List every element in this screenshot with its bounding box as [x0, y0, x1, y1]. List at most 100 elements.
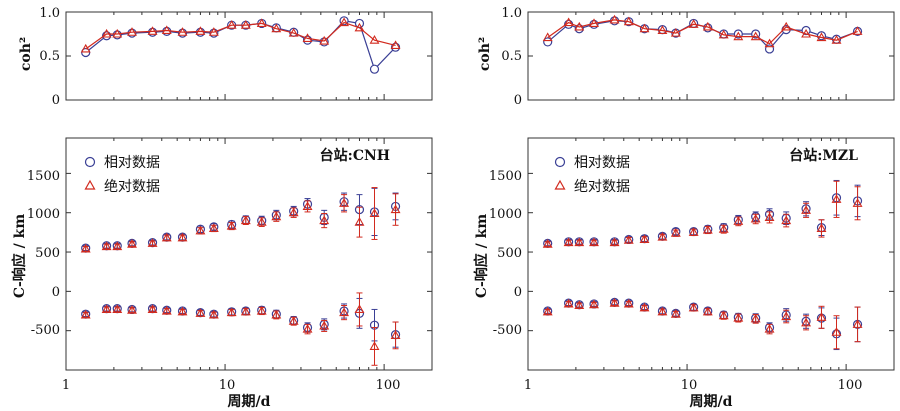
data-point-triangle — [589, 18, 599, 27]
data-point-triangle — [288, 207, 299, 217]
error-bar — [103, 306, 110, 313]
coh-ytick-label: 0 — [52, 93, 60, 108]
coh-ytick-label: 1.0 — [39, 6, 60, 21]
data-point-triangle — [542, 32, 553, 42]
data-point-triangle — [390, 204, 401, 214]
cresp-ytick-label: 1000 — [27, 207, 60, 222]
error-bar — [576, 239, 583, 246]
data-point-triangle — [563, 298, 574, 308]
coh-ytick-label: 0.5 — [39, 49, 60, 64]
data-point-triangle — [589, 237, 599, 247]
data-point-triangle — [831, 35, 842, 44]
data-point-triangle — [127, 27, 137, 36]
error-bar — [591, 301, 598, 308]
error-bar — [591, 239, 598, 246]
data-point-triangle — [195, 308, 206, 317]
data-point-triangle — [688, 302, 699, 312]
data-point-triangle — [271, 309, 282, 319]
data-point-triangle — [831, 194, 842, 203]
error-bar — [114, 243, 121, 250]
data-point-circle — [543, 37, 553, 47]
data-point-triangle — [609, 237, 620, 247]
error-bar — [611, 239, 618, 246]
data-point-triangle — [816, 223, 827, 232]
data-point-triangle — [390, 40, 401, 49]
data-point-triangle — [80, 43, 91, 53]
data-point-triangle — [161, 25, 172, 35]
legend-label-relative: 相对数据 — [104, 155, 160, 171]
data-point-triangle — [801, 28, 812, 38]
data-point-triangle — [101, 28, 112, 38]
error-bar — [854, 306, 861, 343]
data-point-triangle — [302, 33, 313, 42]
data-point-triangle — [623, 16, 634, 26]
data-point-triangle — [574, 237, 585, 247]
data-point-triangle — [339, 17, 350, 27]
data-point-triangle — [733, 31, 744, 41]
data-point-triangle — [271, 23, 282, 33]
error-bar — [82, 312, 89, 318]
error-bar — [149, 306, 156, 313]
data-point-triangle — [831, 327, 842, 336]
error-bar — [179, 308, 186, 315]
cresp-xtick-label: 1 — [62, 378, 70, 393]
error-bar — [129, 307, 136, 314]
cresp-xlabel-cnh: 周期/d — [228, 394, 271, 410]
cresp-ytick-label: 1500 — [489, 169, 522, 184]
error-bar — [392, 321, 399, 350]
error-bar — [371, 327, 378, 366]
data-point-triangle — [390, 330, 401, 339]
error-bar — [82, 246, 89, 252]
data-point-triangle — [639, 302, 650, 312]
legend-circle-marker — [554, 156, 566, 168]
error-bar — [392, 193, 399, 226]
cresp-xlabel-mzl: 周期/d — [690, 394, 733, 410]
legend-cnh: 相对数据 绝对数据 — [84, 155, 160, 195]
data-point-triangle — [288, 316, 299, 325]
cresp-ytick-label: -500 — [493, 323, 522, 338]
data-point-triangle — [208, 27, 219, 36]
data-point-triangle — [339, 307, 350, 317]
data-point-triangle — [240, 20, 251, 29]
data-point-triangle — [657, 231, 668, 241]
data-point-triangle — [369, 208, 380, 218]
error-bar — [544, 308, 551, 315]
data-point-triangle — [354, 22, 365, 32]
data-point-triangle — [718, 310, 729, 320]
cresp-ytick-label: 0 — [52, 285, 60, 300]
data-point-triangle — [718, 29, 729, 39]
coh-panel-cnh: coh² 0 0.5 1.0 — [18, 6, 60, 108]
cresp-ylabel-mzl: C-响应 / km — [473, 214, 490, 299]
data-point-triangle — [816, 32, 827, 42]
data-point-triangle — [670, 309, 681, 318]
data-point-triangle — [688, 227, 699, 236]
data-point-triangle — [354, 217, 365, 226]
data-point-triangle — [589, 299, 599, 309]
cresp-xtick-label: 10 — [219, 378, 236, 393]
data-point-triangle — [369, 35, 380, 44]
cresp-ylabel-cnh: C-响应 / km — [11, 214, 28, 299]
data-point-circle — [369, 64, 380, 74]
data-point-triangle — [147, 26, 158, 35]
data-point-triangle — [781, 215, 792, 225]
data-point-triangle — [177, 232, 188, 242]
data-point-triangle — [112, 304, 123, 313]
data-point-triangle — [542, 239, 553, 248]
data-point-triangle — [208, 223, 219, 232]
data-point-triangle — [801, 205, 812, 214]
data-point-triangle — [112, 28, 123, 38]
data-point-triangle — [240, 306, 251, 316]
plot-layer — [65, 11, 895, 371]
data-point-triangle — [177, 306, 188, 316]
coh-ytick-label: 1.0 — [501, 6, 522, 21]
cresp-ytick-label: 500 — [497, 246, 522, 261]
cresp-panel-mzl: C-响应 / km -500 0 500 1000 1500 1 10 100 … — [473, 147, 862, 410]
data-point-triangle — [112, 241, 123, 251]
data-point-triangle — [750, 313, 761, 323]
coh-ylabel-cnh: coh² — [18, 37, 34, 71]
data-point-triangle — [781, 21, 792, 31]
error-bar — [544, 241, 551, 248]
legend-label-absolute: 绝对数据 — [104, 179, 160, 195]
coh-ytick-label: 0.5 — [501, 49, 522, 64]
